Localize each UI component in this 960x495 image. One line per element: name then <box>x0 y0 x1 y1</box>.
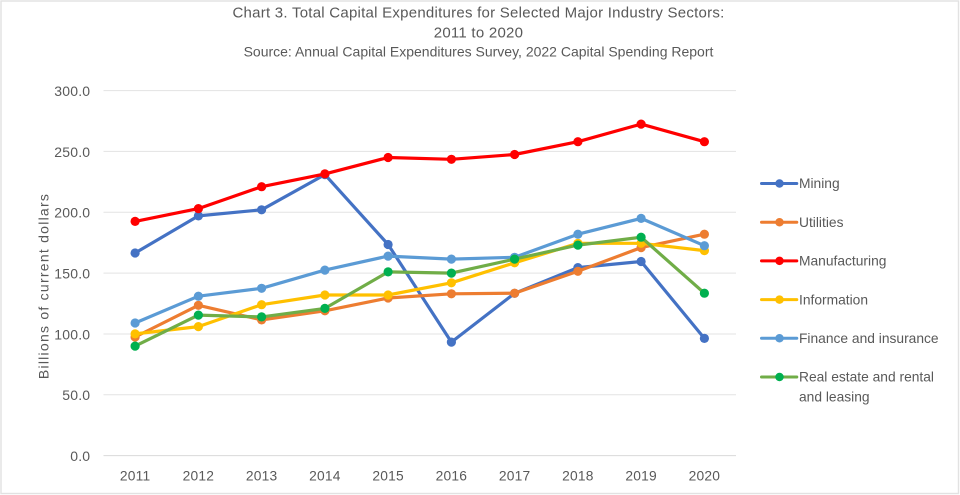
svg-text:100.0: 100.0 <box>54 326 90 342</box>
svg-text:0.0: 0.0 <box>70 448 90 464</box>
svg-text:2020: 2020 <box>689 469 721 484</box>
svg-text:2013: 2013 <box>246 469 278 484</box>
svg-text:2011: 2011 <box>120 469 150 484</box>
svg-text:50.0: 50.0 <box>62 387 90 403</box>
svg-text:2015: 2015 <box>372 469 404 484</box>
svg-text:Real estate and rental: Real estate and rental <box>799 370 934 385</box>
svg-text:Source: Annual Capital Expendi: Source: Annual Capital Expenditures Surv… <box>244 44 714 60</box>
svg-text:Billions of current dollars: Billions of current dollars <box>35 193 51 379</box>
svg-text:Utilities: Utilities <box>799 215 844 230</box>
svg-text:2012: 2012 <box>183 469 215 484</box>
svg-text:Information: Information <box>799 292 868 307</box>
svg-text:200.0: 200.0 <box>54 205 90 221</box>
svg-text:2018: 2018 <box>562 469 594 484</box>
svg-text:300.0: 300.0 <box>54 83 90 99</box>
svg-text:250.0: 250.0 <box>54 144 90 160</box>
svg-text:and leasing: and leasing <box>799 390 870 405</box>
svg-text:Mining: Mining <box>799 176 840 191</box>
svg-text:Chart 3. Total Capital Expendi: Chart 3. Total Capital Expenditures for … <box>232 4 724 21</box>
svg-text:2016: 2016 <box>436 469 468 484</box>
svg-text:2017: 2017 <box>499 469 531 484</box>
svg-text:Finance and insurance: Finance and insurance <box>799 331 939 346</box>
svg-text:Manufacturing: Manufacturing <box>799 254 886 269</box>
svg-text:2014: 2014 <box>309 469 341 484</box>
svg-text:150.0: 150.0 <box>54 266 90 282</box>
svg-text:2019: 2019 <box>625 469 657 484</box>
svg-text:2011 to 2020: 2011 to 2020 <box>434 25 523 42</box>
